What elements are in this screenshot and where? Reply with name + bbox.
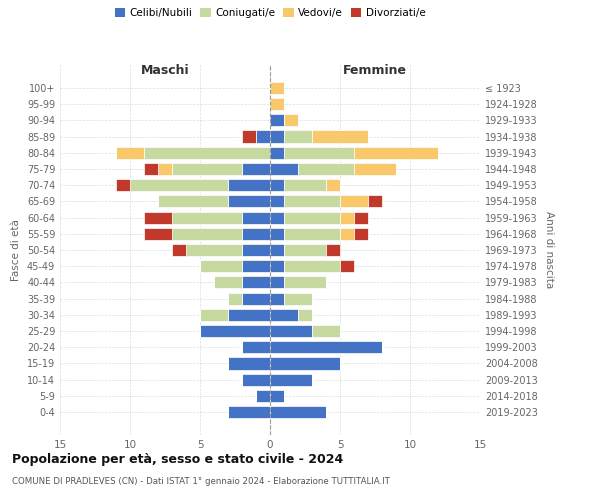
Bar bbox=[270, 98, 284, 110]
Bar bbox=[242, 292, 270, 304]
Bar bbox=[242, 212, 270, 224]
Bar bbox=[144, 163, 158, 175]
Bar bbox=[270, 406, 326, 418]
Bar bbox=[312, 130, 368, 142]
Y-axis label: Anni di nascita: Anni di nascita bbox=[544, 212, 554, 288]
Bar bbox=[354, 163, 396, 175]
Bar bbox=[270, 276, 284, 288]
Bar bbox=[270, 341, 382, 353]
Bar bbox=[354, 228, 368, 240]
Bar bbox=[270, 179, 284, 191]
Bar bbox=[158, 196, 228, 207]
Bar bbox=[200, 309, 228, 321]
Bar bbox=[144, 228, 172, 240]
Bar bbox=[116, 179, 130, 191]
Bar bbox=[284, 212, 340, 224]
Bar bbox=[228, 292, 242, 304]
Bar bbox=[284, 276, 326, 288]
Y-axis label: Fasce di età: Fasce di età bbox=[11, 219, 21, 281]
Bar bbox=[172, 244, 186, 256]
Bar bbox=[340, 212, 354, 224]
Bar bbox=[270, 212, 284, 224]
Bar bbox=[284, 228, 340, 240]
Bar bbox=[228, 179, 270, 191]
Bar bbox=[284, 244, 326, 256]
Bar bbox=[242, 276, 270, 288]
Bar bbox=[270, 114, 284, 126]
Bar bbox=[340, 196, 368, 207]
Bar bbox=[242, 163, 270, 175]
Bar bbox=[326, 179, 340, 191]
Bar bbox=[298, 163, 354, 175]
Bar bbox=[242, 260, 270, 272]
Bar bbox=[200, 260, 242, 272]
Bar bbox=[172, 163, 242, 175]
Bar bbox=[270, 358, 340, 370]
Bar bbox=[270, 196, 284, 207]
Bar bbox=[284, 196, 340, 207]
Bar bbox=[158, 163, 172, 175]
Bar bbox=[284, 260, 340, 272]
Bar bbox=[284, 179, 326, 191]
Bar bbox=[186, 244, 242, 256]
Text: COMUNE DI PRADLEVES (CN) - Dati ISTAT 1° gennaio 2024 - Elaborazione TUTTITALIA.: COMUNE DI PRADLEVES (CN) - Dati ISTAT 1°… bbox=[12, 478, 390, 486]
Bar bbox=[270, 292, 284, 304]
Bar bbox=[270, 260, 284, 272]
Bar bbox=[298, 309, 312, 321]
Bar bbox=[144, 212, 172, 224]
Bar bbox=[242, 130, 256, 142]
Bar bbox=[270, 146, 284, 159]
Bar bbox=[242, 228, 270, 240]
Bar bbox=[354, 212, 368, 224]
Bar bbox=[172, 228, 242, 240]
Bar bbox=[270, 163, 298, 175]
Bar bbox=[284, 146, 354, 159]
Bar bbox=[270, 228, 284, 240]
Bar bbox=[144, 146, 270, 159]
Bar bbox=[242, 244, 270, 256]
Bar bbox=[270, 244, 284, 256]
Bar bbox=[284, 130, 312, 142]
Bar bbox=[116, 146, 144, 159]
Bar bbox=[354, 146, 438, 159]
Bar bbox=[200, 325, 270, 337]
Bar bbox=[270, 325, 312, 337]
Bar bbox=[270, 82, 284, 94]
Bar bbox=[270, 309, 298, 321]
Bar bbox=[256, 390, 270, 402]
Bar bbox=[326, 244, 340, 256]
Bar bbox=[368, 196, 382, 207]
Bar bbox=[312, 325, 340, 337]
Text: Femmine: Femmine bbox=[343, 64, 407, 76]
Bar bbox=[242, 374, 270, 386]
Bar bbox=[228, 406, 270, 418]
Bar bbox=[242, 341, 270, 353]
Bar bbox=[256, 130, 270, 142]
Text: Maschi: Maschi bbox=[140, 64, 190, 76]
Bar bbox=[284, 292, 312, 304]
Bar bbox=[228, 358, 270, 370]
Bar bbox=[340, 228, 354, 240]
Bar bbox=[270, 130, 284, 142]
Text: Popolazione per età, sesso e stato civile - 2024: Popolazione per età, sesso e stato civil… bbox=[12, 452, 343, 466]
Bar bbox=[228, 309, 270, 321]
Legend: Celibi/Nubili, Coniugati/e, Vedovi/e, Divorziati/e: Celibi/Nubili, Coniugati/e, Vedovi/e, Di… bbox=[110, 4, 430, 22]
Bar bbox=[284, 114, 298, 126]
Bar bbox=[270, 374, 312, 386]
Bar bbox=[214, 276, 242, 288]
Bar bbox=[340, 260, 354, 272]
Bar bbox=[172, 212, 242, 224]
Bar bbox=[270, 390, 284, 402]
Bar bbox=[228, 196, 270, 207]
Bar bbox=[130, 179, 228, 191]
